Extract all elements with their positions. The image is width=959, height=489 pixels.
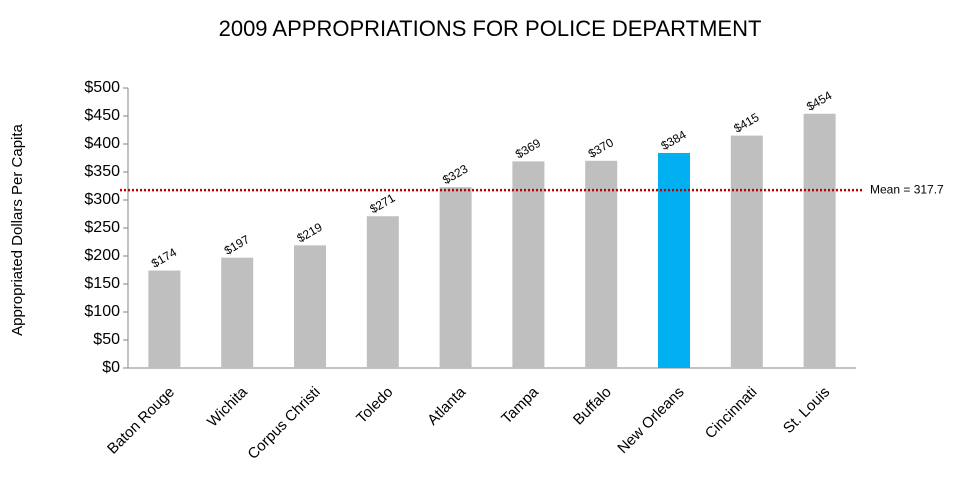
value-label: $384 (659, 127, 689, 153)
x-tick-label: Buffalo (570, 384, 615, 429)
value-label: $219 (295, 220, 325, 246)
bar (730, 135, 763, 368)
bar (512, 161, 545, 368)
bar (585, 160, 618, 368)
y-tick-label: $400 (84, 135, 120, 152)
y-tick-label: $50 (93, 331, 120, 348)
x-tick-label: Atlanta (424, 383, 470, 429)
x-tick-label: Corpus Christi (244, 384, 323, 463)
y-tick-label: $250 (84, 219, 120, 236)
value-label: $415 (731, 110, 761, 136)
x-tick-label: St. Louis (780, 384, 833, 437)
x-tick-label: New Orleans (614, 384, 687, 457)
y-tick-label: $200 (84, 247, 120, 264)
value-label: $271 (367, 191, 397, 217)
y-tick-label: $300 (84, 191, 120, 208)
y-tick-label: $350 (84, 163, 120, 180)
x-tick-label: Toledo (353, 384, 396, 427)
value-label: $370 (586, 135, 616, 161)
value-label: $323 (440, 162, 470, 188)
value-label: $454 (804, 88, 834, 114)
x-tick-label: Baton Rouge (104, 384, 178, 458)
chart-title: 2009 APPROPRIATIONS FOR POLICE DEPARTMEN… (219, 16, 762, 41)
bar (658, 152, 690, 368)
x-tick-label: Cincinnati (702, 384, 761, 443)
y-axis-label: Appropriated Dollars Per Capita (9, 123, 26, 335)
bar (221, 257, 254, 368)
value-label: $369 (513, 136, 543, 162)
value-label: $197 (222, 232, 252, 258)
bar (439, 187, 472, 368)
bar (803, 113, 836, 368)
y-tick-label: $0 (102, 359, 120, 376)
y-tick-label: $450 (84, 107, 120, 124)
y-tick-label: $150 (84, 275, 120, 292)
value-label: $174 (149, 245, 179, 271)
bar (294, 245, 326, 368)
x-tick-label: Tampa (498, 383, 542, 427)
bar (366, 216, 399, 368)
y-tick-label: $500 (84, 79, 120, 96)
y-tick-label: $100 (84, 303, 120, 320)
x-tick-label: Wichita (204, 383, 251, 430)
bar (148, 270, 181, 368)
mean-label: Mean = 317.7 (870, 182, 944, 196)
